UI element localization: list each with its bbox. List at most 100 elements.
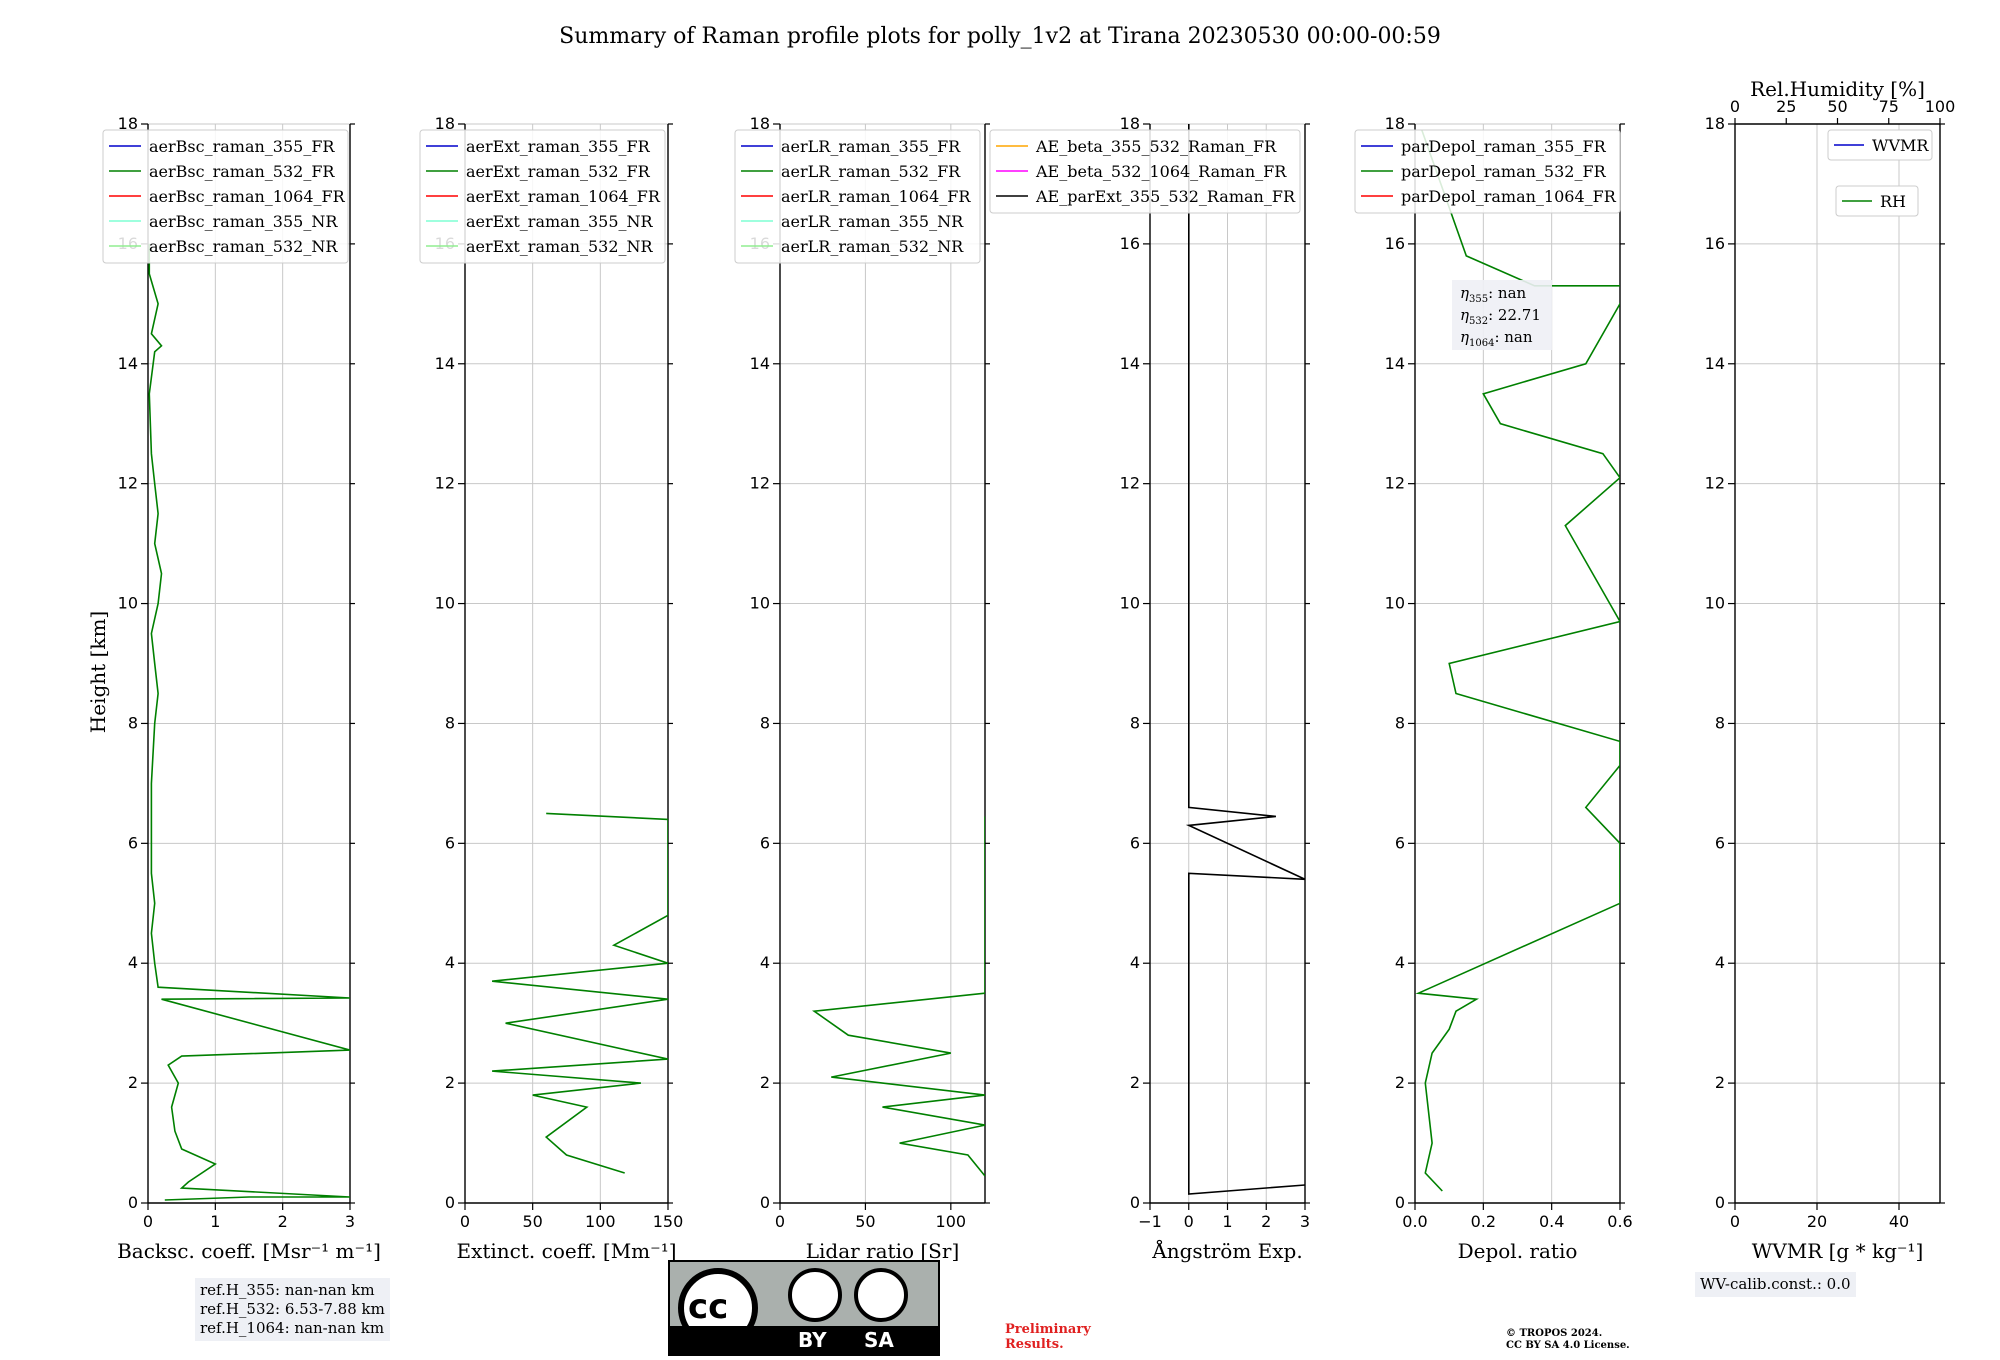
x-axis-label: WVMR [g * kg⁻¹] [1752, 1239, 1924, 1263]
x-tick-label: 3 [1300, 1212, 1310, 1231]
license-by-label: BY [798, 1328, 827, 1352]
y-tick-label: 2 [1715, 1073, 1725, 1092]
top-x-axis-label: Rel.Humidity [%] [1750, 77, 1925, 101]
x-tick-label: 100 [936, 1212, 967, 1231]
x-axis-label: Lidar ratio [Sr] [806, 1239, 960, 1263]
x-tick-label: 0 [1730, 1212, 1740, 1231]
preliminary-note: Preliminary Results. [1005, 1322, 1091, 1352]
y-tick-label: 2 [760, 1073, 770, 1092]
cc-icon-text: cc [688, 1287, 729, 1327]
legend-label: WVMR [1872, 136, 1929, 155]
legend-label: AE_beta_532_1064_Raman_FR [1035, 162, 1287, 181]
x-tick-label: 1 [1222, 1212, 1232, 1231]
x-axis-label: Backsc. coeff. [Msr⁻¹ m⁻¹] [117, 1239, 381, 1263]
y-tick-label: 4 [760, 953, 770, 972]
y-tick-label: 14 [750, 354, 770, 373]
legend: aerLR_raman_355_FR aerLR_raman_532_FR aerL… [734, 129, 981, 264]
wv-calibration-box: WV-calib.const.: 0.0 [1695, 1272, 1856, 1297]
y-tick-label: 10 [1385, 594, 1405, 613]
y-tick-label: 12 [1385, 474, 1405, 493]
legend-label: AE_beta_355_532_Raman_FR [1035, 137, 1277, 156]
y-tick-label: 12 [1120, 474, 1140, 493]
y-tick-label: 16 [1705, 234, 1725, 253]
eta-box-bg [1452, 280, 1552, 350]
x-tick-label: 3 [345, 1212, 355, 1231]
legend-label: parDepol_raman_1064_FR [1401, 187, 1617, 206]
y-tick-label: 0 [1715, 1193, 1725, 1212]
legend-label: aerBsc_raman_355_NR [149, 212, 338, 231]
series-line-ext [492, 812, 668, 1174]
top-x-tick-label: 0 [1730, 97, 1740, 116]
legend-box [1835, 185, 1919, 217]
y-tick-label: 14 [1705, 354, 1725, 373]
y-tick-label: 4 [128, 953, 138, 972]
legend: parDepol_raman_355_FR parDepol_raman_532_… [1354, 129, 1621, 214]
series-line-ae [1185, 124, 1305, 1195]
legend-box [1827, 129, 1933, 161]
legend-label: parDepol_raman_355_FR [1401, 137, 1607, 156]
panel-ext: 050100150024681012141618Extinct. coeff. … [419, 114, 683, 1263]
x-axis-label: Extinct. coeff. [Mm⁻¹] [456, 1239, 676, 1263]
cc-license-badge: cc BY SA [668, 1260, 940, 1356]
y-tick-label: 2 [1395, 1073, 1405, 1092]
legend-label: aerBsc_raman_532_FR [149, 162, 335, 181]
legend: AE_beta_355_532_Raman_FR AE_beta_532_1064… [989, 129, 1301, 214]
y-tick-label: 16 [1120, 234, 1140, 253]
y-tick-label: 6 [445, 833, 455, 852]
y-tick-label: 14 [118, 354, 138, 373]
legend-label: aerBsc_raman_1064_FR [149, 187, 346, 206]
legend-label: parDepol_raman_532_FR [1401, 162, 1607, 181]
y-tick-label: 6 [1715, 833, 1725, 852]
y-tick-label: 10 [1705, 594, 1725, 613]
y-tick-label: 0 [128, 1193, 138, 1212]
legend-box [102, 129, 349, 264]
legend-label: aerLR_raman_355_NR [781, 212, 964, 231]
legend-label: aerExt_raman_532_FR [466, 162, 651, 181]
y-tick-label: 12 [118, 474, 138, 493]
x-tick-label: 0 [143, 1212, 153, 1231]
y-tick-label: 10 [118, 594, 138, 613]
y-tick-label: 0 [760, 1193, 770, 1212]
y-tick-label: 14 [435, 354, 455, 373]
sa-share-icon [854, 1268, 908, 1322]
y-tick-label: 0 [1395, 1193, 1405, 1212]
y-tick-label: 12 [750, 474, 770, 493]
y-tick-label: 6 [760, 833, 770, 852]
series-line-lr [811, 816, 985, 1177]
y-tick-label: 8 [1395, 713, 1405, 732]
y-tick-label: 4 [1715, 953, 1725, 972]
x-axis-label: Ångström Exp. [1151, 1238, 1302, 1263]
x-tick-label: 50 [522, 1212, 542, 1231]
eta-row: η355: nan [1460, 284, 1527, 305]
panel-wv: 0 20 40 0 2 4 6 8 10 12 14 16 18 0 25 50 75 100Rel.Humidi… [1705, 77, 1956, 1263]
x-tick-label: 2 [278, 1212, 288, 1231]
legend-label: aerLR_raman_532_NR [781, 237, 964, 256]
y-tick-label: 6 [128, 833, 138, 852]
y-tick-label: 18 [750, 114, 770, 133]
panel-lr: 050100024681012141618Lidar ratio [Sr]aer… [734, 114, 990, 1263]
y-tick-label: 2 [128, 1073, 138, 1092]
y-tick-label: 8 [1715, 713, 1725, 732]
x-tick-label: 2 [1261, 1212, 1271, 1231]
y-tick-label: 18 [118, 114, 138, 133]
y-tick-label: 18 [1385, 114, 1405, 133]
y-tick-label: 10 [435, 594, 455, 613]
legend-box [1354, 129, 1621, 214]
y-tick-label: 6 [1130, 833, 1140, 852]
y-tick-label: 8 [445, 713, 455, 732]
x-tick-label: −1 [1138, 1212, 1162, 1231]
y-tick-label: 18 [1120, 114, 1140, 133]
legend-label: aerExt_raman_532_NR [466, 237, 654, 256]
x-tick-label: 50 [855, 1212, 875, 1231]
y-tick-label: 16 [1385, 234, 1405, 253]
license-bar [670, 1326, 938, 1354]
legend-label: aerExt_raman_355_FR [466, 137, 651, 156]
y-axis-label: Height [km] [86, 611, 110, 733]
x-tick-label: 0.6 [1607, 1212, 1632, 1231]
legend-label: aerExt_raman_1064_FR [466, 187, 661, 206]
x-tick-label: 0.0 [1402, 1212, 1427, 1231]
y-tick-label: 2 [445, 1073, 455, 1092]
y-tick-label: 8 [128, 713, 138, 732]
legend-label: aerLR_raman_355_FR [781, 137, 961, 156]
